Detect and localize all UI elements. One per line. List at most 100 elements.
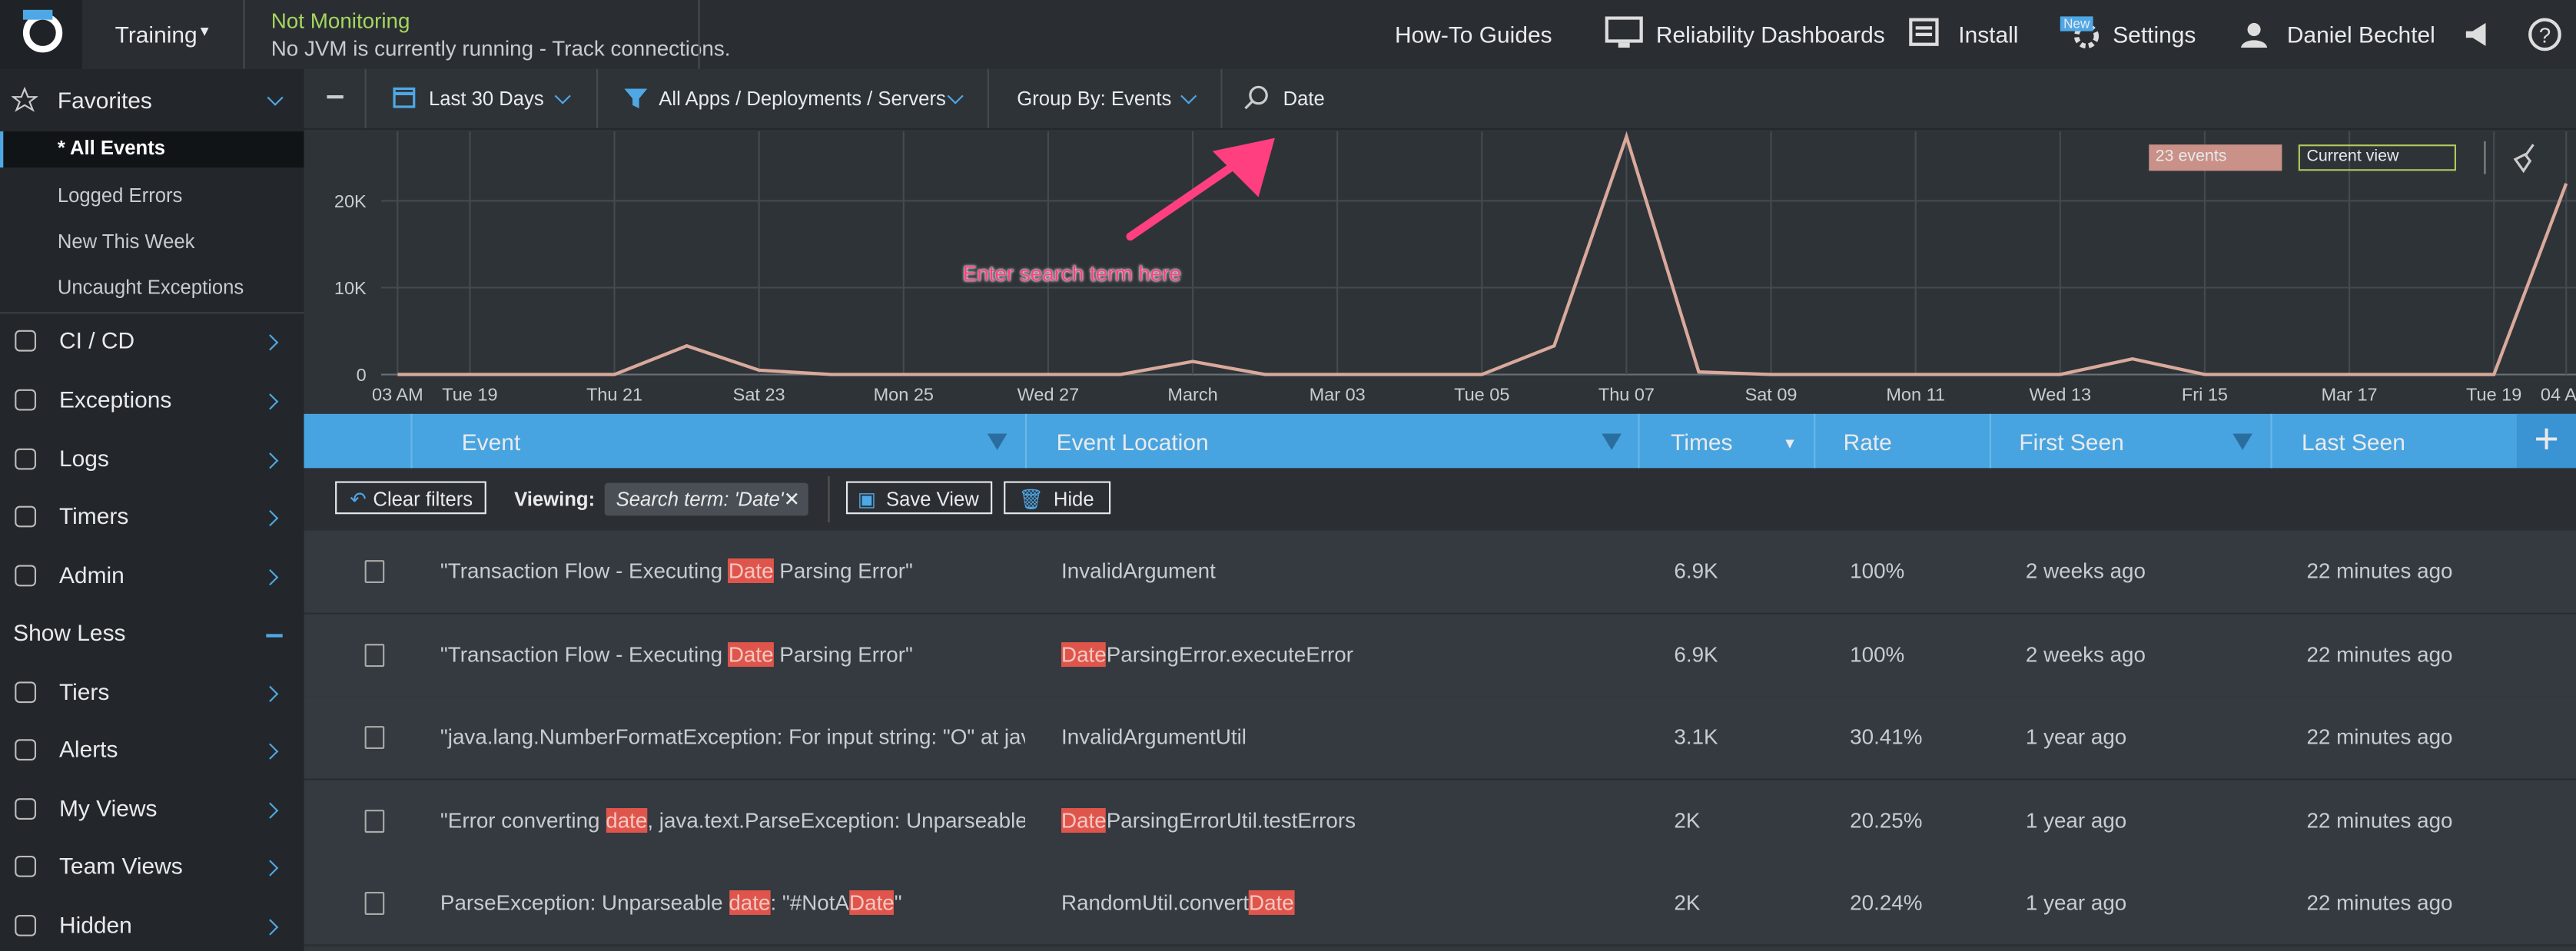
search-icon: [1244, 85, 1268, 110]
badge-text: 23 events: [2155, 147, 2227, 166]
table-cell[interactable]: 6.9K: [1674, 558, 1718, 584]
nav-section[interactable]: My Views: [58, 794, 158, 822]
events-badge[interactable]: 23 events: [2149, 144, 2282, 171]
add-column[interactable]: +: [2517, 413, 2576, 469]
nav-link[interactable]: How-To Guides: [1394, 21, 1552, 48]
nav-section[interactable]: Tiers: [58, 678, 110, 705]
badge-text: Current view: [2306, 147, 2399, 166]
favorite-item[interactable]: * All Events: [57, 136, 166, 160]
x-tick-label: Fri 15: [2182, 385, 2228, 405]
favorite-item[interactable]: Uncaught Exceptions: [57, 276, 244, 300]
table-cell[interactable]: 2K: [1674, 890, 1701, 915]
table-cell[interactable]: 22 minutes ago: [2306, 558, 2453, 584]
column-header[interactable]: Times: [1671, 429, 1733, 456]
event-icon: [364, 560, 385, 584]
btn-text: Save View: [886, 488, 979, 511]
favorite-item[interactable]: Logged Errors: [57, 184, 183, 207]
table-cell[interactable]: 6.9K: [1674, 641, 1718, 667]
column-header[interactable]: First Seen: [2019, 429, 2124, 456]
arrow: [1126, 138, 1275, 241]
nav-section[interactable]: Alerts: [58, 735, 118, 763]
table-cell[interactable]: 20.25%: [1850, 807, 1923, 832]
x-tick-label: Mar 03: [1310, 385, 1366, 405]
x-tick-label: Thu 07: [1598, 385, 1655, 405]
table-cell[interactable]: 2 weeks ago: [2025, 558, 2146, 584]
table-cell[interactable]: DateParsingError.executeError: [1061, 641, 1354, 667]
nav-section[interactable]: Timers: [58, 502, 129, 529]
show-less[interactable]: Show Less: [13, 619, 126, 646]
nav-link[interactable]: Reliability Dashboards: [1655, 21, 1885, 48]
table-cell[interactable]: InvalidArgument: [1061, 558, 1216, 584]
favorites[interactable]: Favorites: [57, 87, 152, 114]
table-cell[interactable]: "Error converting date, java.text.ParseE…: [440, 807, 1025, 832]
divider: [1814, 413, 1816, 469]
x-tick-label: Tue 05: [1454, 385, 1509, 405]
workspace[interactable]: Training: [115, 21, 198, 48]
nav-section[interactable]: Team Views: [58, 852, 183, 879]
nav-section[interactable]: Logs: [58, 445, 109, 472]
x-tick-label: Sat 23: [733, 385, 785, 405]
table-cell[interactable]: 3.1K: [1674, 724, 1718, 750]
x-tick-label: Mon 25: [874, 385, 934, 405]
search-input[interactable]: Date: [1283, 87, 1325, 111]
active-item: [0, 131, 304, 168]
table-cell[interactable]: 30.41%: [1850, 724, 1923, 750]
table-cell[interactable]: 22 minutes ago: [2306, 641, 2453, 667]
save-view[interactable]: ▣ Save View: [845, 481, 993, 515]
table-cell[interactable]: "Transaction Flow - Executing Date Parsi…: [440, 641, 913, 667]
column-header[interactable]: Event Location: [1056, 429, 1209, 456]
table-cell[interactable]: 1 year ago: [2025, 724, 2127, 750]
table-cell[interactable]: 100%: [1850, 641, 1905, 667]
table-cell[interactable]: ParseException: Unparseable date: "#NotA…: [440, 890, 902, 915]
nav-link[interactable]: Install: [1958, 21, 2019, 48]
column-header[interactable]: Rate: [1843, 429, 1892, 456]
table-cell[interactable]: 22 minutes ago: [2306, 724, 2453, 750]
plot-bg: [304, 129, 2576, 414]
column-header[interactable]: Event: [461, 429, 521, 456]
table-cell[interactable]: 2 weeks ago: [2025, 641, 2146, 667]
user-icon: [2240, 22, 2268, 48]
nav-link[interactable]: Daniel Bechtel: [2286, 21, 2435, 48]
nav-section[interactable]: Admin: [58, 562, 124, 588]
announce-icon[interactable]: [2463, 20, 2492, 49]
table-cell[interactable]: 22 minutes ago: [2306, 807, 2453, 832]
favorite-item[interactable]: New This Week: [57, 230, 195, 253]
filter-chip[interactable]: Search term: 'Date' ✕: [604, 482, 808, 516]
help-icon[interactable]: ?: [2527, 16, 2563, 52]
table-cell[interactable]: 1 year ago: [2025, 807, 2127, 832]
group-by[interactable]: Group By: Events: [1017, 87, 1172, 111]
logo[interactable]: [0, 0, 82, 69]
clear-icon[interactable]: [2508, 141, 2541, 174]
date-range[interactable]: Last 30 Days: [428, 87, 544, 111]
clear-filters[interactable]: ↶ Clear filters: [335, 481, 486, 515]
table-cell[interactable]: 2K: [1674, 807, 1701, 832]
table-cell[interactable]: 22 minutes ago: [2306, 890, 2453, 915]
x-tick-label: Mar 17: [2321, 385, 2377, 405]
x-tick-label: Wed 13: [2030, 385, 2092, 405]
table-cell[interactable]: 20.24%: [1850, 890, 1923, 915]
hide[interactable]: 🗑 Hide: [1004, 481, 1111, 515]
table-cell[interactable]: RandomUtil.convertDate: [1061, 890, 1294, 915]
status-detail[interactable]: No JVM is currently running - Track conn…: [271, 36, 731, 61]
nav-icon: [15, 330, 37, 352]
nav-section[interactable]: Exceptions: [58, 386, 172, 413]
filter-icon: [624, 88, 648, 109]
table-cell[interactable]: "java.lang.NumberFormatException: For in…: [440, 724, 1025, 750]
table-cell[interactable]: DateParsingErrorUtil.testErrors: [1061, 807, 1356, 832]
view-badge[interactable]: Current view: [2298, 144, 2457, 171]
column-header[interactable]: Last Seen: [2302, 429, 2405, 456]
nav-link[interactable]: Settings: [2113, 21, 2196, 48]
scope[interactable]: All Apps / Deployments / Servers: [659, 87, 946, 111]
nav-section[interactable]: Hidden: [58, 911, 132, 938]
table-cell[interactable]: "Transaction Flow - Executing Date Parsi…: [440, 558, 913, 584]
divider: [364, 68, 367, 128]
table-cell[interactable]: 1 year ago: [2025, 890, 2127, 915]
table-cell[interactable]: InvalidArgumentUtil: [1061, 724, 1247, 750]
install-icon: [1909, 18, 1939, 46]
new-badge: New: [2060, 16, 2093, 31]
annotation: Enter search term here: [962, 260, 1181, 287]
nav-section[interactable]: CI / CD: [58, 326, 135, 353]
table-cell[interactable]: 100%: [1850, 558, 1905, 584]
divider: [0, 312, 304, 314]
collapse[interactable]: [327, 95, 344, 99]
